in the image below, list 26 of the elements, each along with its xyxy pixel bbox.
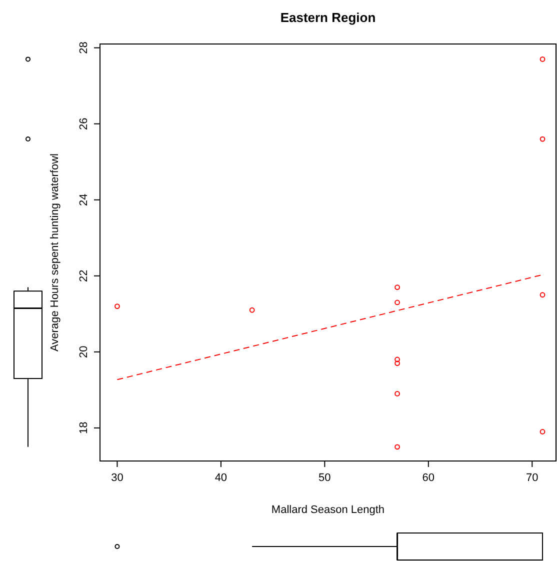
x-tick-label: 50 [318, 472, 331, 484]
y-tick-label: 26 [78, 118, 90, 130]
x-axis-title: Mallard Season Length [271, 504, 385, 516]
point [394, 356, 400, 362]
point [540, 136, 546, 142]
y-axis-title: Average Hours sepent hunting waterfowl [49, 154, 61, 352]
point [114, 304, 120, 309]
point [249, 307, 255, 313]
point [540, 56, 546, 62]
point [394, 284, 400, 290]
x-tick-label: 30 [111, 472, 124, 484]
point [394, 300, 400, 306]
chart-title: Eastern Region [280, 10, 376, 25]
point [394, 360, 400, 366]
y-tick-label: 28 [78, 42, 90, 54]
point [394, 391, 400, 396]
y-tick-label: 24 [78, 194, 90, 206]
y-tick-label: 18 [78, 422, 90, 434]
x-tick-label: 70 [526, 472, 538, 484]
point [540, 429, 546, 434]
point [394, 444, 400, 450]
x-tick-label: 40 [214, 472, 228, 484]
y-tick-label: 20 [78, 346, 90, 358]
y-tick-label: 22 [78, 270, 90, 282]
point [540, 292, 546, 298]
x-tick-label: 60 [422, 472, 435, 484]
